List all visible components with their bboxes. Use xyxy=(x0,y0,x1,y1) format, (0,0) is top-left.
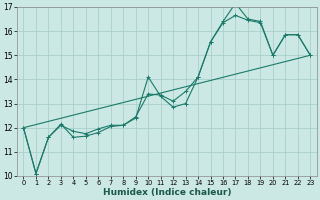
X-axis label: Humidex (Indice chaleur): Humidex (Indice chaleur) xyxy=(103,188,231,197)
